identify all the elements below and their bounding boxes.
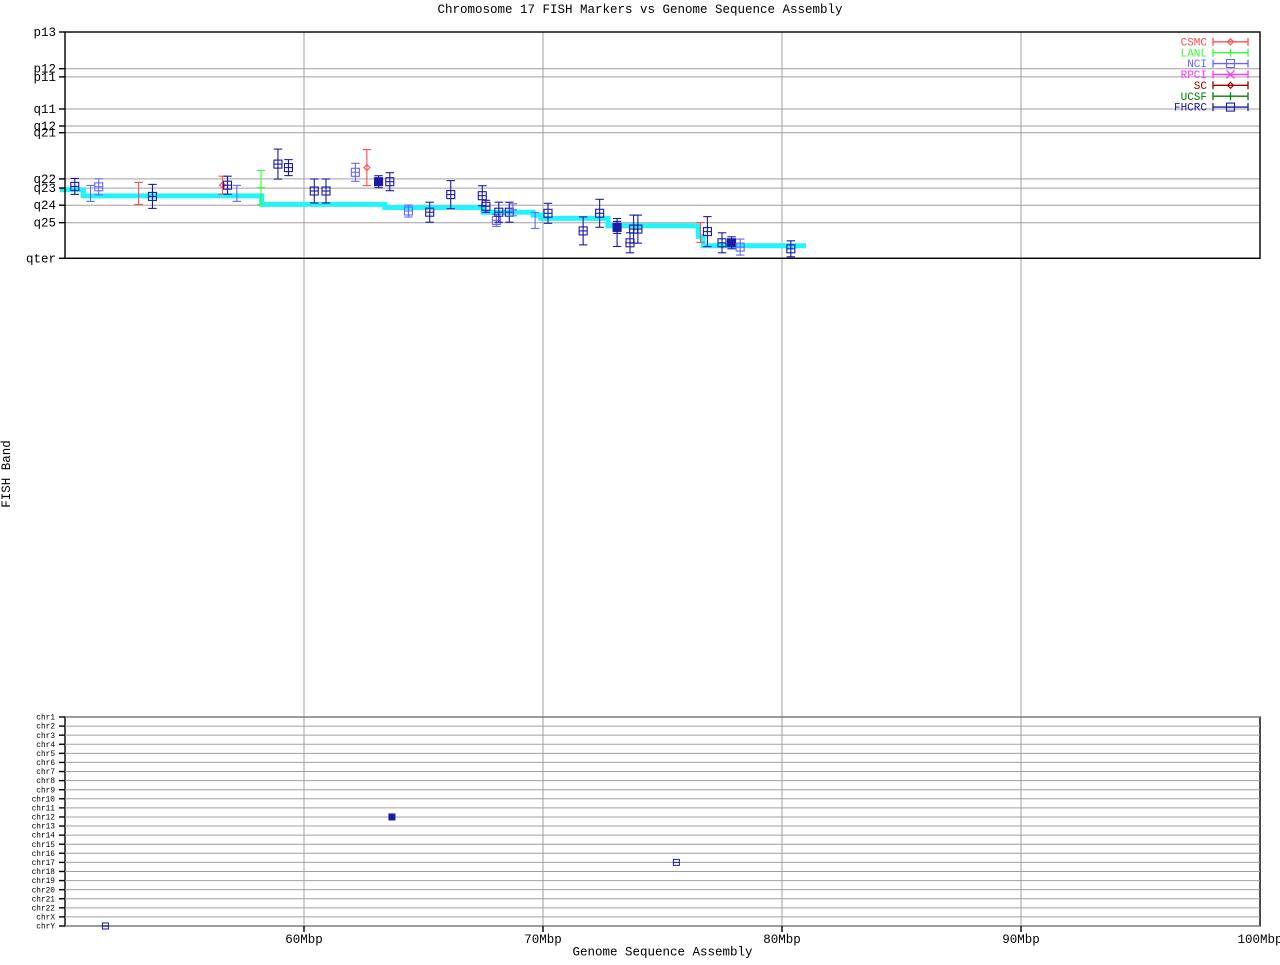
svg-text:chr19: chr19 <box>32 878 56 886</box>
svg-text:chr22: chr22 <box>32 905 56 913</box>
svg-text:chr7: chr7 <box>36 769 55 777</box>
svg-text:qter: qter <box>26 252 56 266</box>
svg-text:chr17: chr17 <box>32 860 56 868</box>
svg-text:q21: q21 <box>33 127 56 141</box>
svg-text:80Mbp: 80Mbp <box>763 933 801 947</box>
svg-text:FISH Band: FISH Band <box>0 440 14 508</box>
svg-text:Genome Sequence Assembly: Genome Sequence Assembly <box>572 946 753 960</box>
svg-text:chr20: chr20 <box>32 887 56 895</box>
svg-text:chr6: chr6 <box>36 760 55 768</box>
svg-text:60Mbp: 60Mbp <box>285 933 323 947</box>
svg-text:chr12: chr12 <box>32 815 56 823</box>
svg-text:p11: p11 <box>33 71 56 85</box>
svg-text:chrY: chrY <box>36 924 55 932</box>
svg-text:70Mbp: 70Mbp <box>524 933 562 947</box>
svg-text:chr16: chr16 <box>32 851 56 859</box>
svg-text:chr14: chr14 <box>32 833 56 841</box>
svg-text:chr10: chr10 <box>32 796 56 804</box>
svg-text:100Mbp: 100Mbp <box>1237 933 1280 947</box>
svg-text:p13: p13 <box>33 26 56 40</box>
svg-text:chr11: chr11 <box>32 805 56 813</box>
svg-text:chr3: chr3 <box>36 733 55 741</box>
svg-text:chr9: chr9 <box>36 787 55 795</box>
svg-text:chr2: chr2 <box>36 724 55 732</box>
svg-text:q23: q23 <box>33 182 56 196</box>
svg-text:chr21: chr21 <box>32 896 56 904</box>
svg-text:chr15: chr15 <box>32 842 56 850</box>
svg-text:chr4: chr4 <box>36 742 55 750</box>
svg-text:chr1: chr1 <box>36 715 55 723</box>
svg-text:q24: q24 <box>33 199 56 213</box>
svg-text:q25: q25 <box>33 217 56 231</box>
svg-text:90Mbp: 90Mbp <box>1002 933 1040 947</box>
svg-text:chr18: chr18 <box>32 869 56 877</box>
svg-text:chr8: chr8 <box>36 778 55 786</box>
svg-text:chr5: chr5 <box>36 751 55 759</box>
svg-text:q11: q11 <box>33 103 56 117</box>
svg-text:FHCRC: FHCRC <box>1174 103 1207 115</box>
svg-text:chrX: chrX <box>36 915 55 923</box>
svg-text:chr13: chr13 <box>32 824 56 832</box>
